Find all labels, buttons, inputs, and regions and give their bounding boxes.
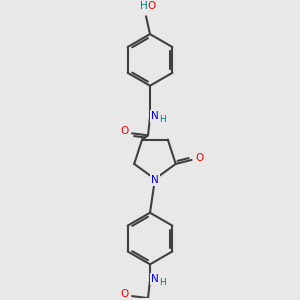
Text: O: O <box>120 126 128 136</box>
Text: O: O <box>195 153 204 163</box>
Text: N: N <box>151 112 159 122</box>
Text: N: N <box>151 274 159 284</box>
Text: O: O <box>148 1 156 11</box>
Text: H: H <box>160 278 166 287</box>
Text: N: N <box>151 175 159 185</box>
Text: H: H <box>140 1 148 11</box>
Text: O: O <box>120 289 128 299</box>
Text: H: H <box>160 115 166 124</box>
